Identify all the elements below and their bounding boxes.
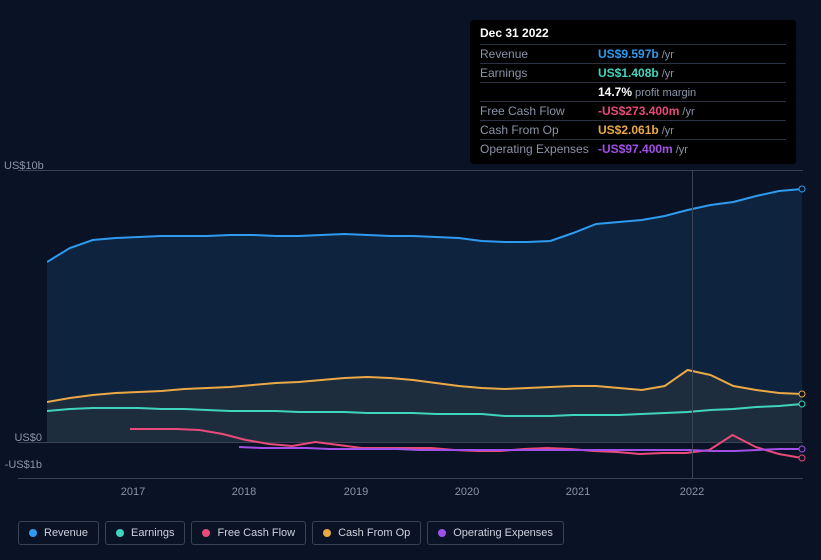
legend-dot-icon [29,529,37,537]
tooltip-metric-suffix: /yr [662,49,674,61]
x-axis-label: 2017 [121,486,145,498]
tooltip-metric-label: Earnings [480,66,598,80]
legend-item-earnings[interactable]: Earnings [105,521,185,545]
legend-dot-icon [116,529,124,537]
legend-dot-icon [438,529,446,537]
financial-chart[interactable] [47,170,802,485]
tooltip-metric-value: US$9.597b [598,47,659,61]
legend-item-operating-expenses[interactable]: Operating Expenses [427,521,564,545]
tooltip-metric-suffix: /yr [662,125,674,137]
x-axis-label: 2020 [455,486,479,498]
legend-dot-icon [202,529,210,537]
tooltip-metric-suffix: profit margin [635,87,696,99]
tooltip-date: Dec 31 2022 [480,26,786,40]
x-axis-label: 2022 [680,486,704,498]
tooltip-metric-label: Operating Expenses [480,142,598,156]
legend-item-free-cash-flow[interactable]: Free Cash Flow [191,521,306,545]
tooltip-metric-label: Free Cash Flow [480,104,598,118]
tooltip-row: Cash From OpUS$2.061b/yr [480,120,786,139]
tooltip-metric-value: -US$273.400m [598,104,679,118]
series-end-dot-opex [799,446,806,453]
y-axis-label: -US$1b [4,459,42,471]
tooltip-metric-value: 14.7% [598,85,632,99]
legend-item-revenue[interactable]: Revenue [18,521,99,545]
legend-label: Revenue [44,527,88,539]
legend-label: Operating Expenses [453,527,553,539]
chart-legend: Revenue Earnings Free Cash Flow Cash From O… [18,521,564,545]
legend-dot-icon [323,529,331,537]
y-axis-label: US$10b [4,160,42,172]
tooltip-metric-label: Cash From Op [480,123,598,137]
tooltip-row: EarningsUS$1.408b/yr [480,63,786,82]
legend-label: Free Cash Flow [217,527,295,539]
x-axis-label: 2021 [566,486,590,498]
tooltip-metric-suffix: /yr [682,106,694,118]
tooltip-metric-value: US$2.061b [598,123,659,137]
series-line-opex [239,447,802,451]
x-axis-label: 2018 [232,486,256,498]
tooltip-row: Operating Expenses-US$97.400m/yr [480,139,786,158]
series-end-dot-earnings [799,401,806,408]
tooltip-row: Free Cash Flow-US$273.400m/yr [480,101,786,120]
tooltip-row: 14.7%profit margin [480,82,786,101]
tooltip-metric-suffix: /yr [676,144,688,156]
legend-label: Earnings [131,527,174,539]
x-axis-label: 2019 [344,486,368,498]
series-end-dot-cashop [799,391,806,398]
y-axis-label: US$0 [4,432,42,444]
legend-item-cash-from-op[interactable]: Cash From Op [312,521,421,545]
tooltip-metric-value: -US$97.400m [598,142,673,156]
tooltip-row: RevenueUS$9.597b/yr [480,44,786,63]
hover-marker-line [692,170,693,478]
chart-tooltip: Dec 31 2022 RevenueUS$9.597b/yrEarningsU… [470,20,796,164]
series-end-dot-revenue [799,186,806,193]
tooltip-metric-suffix: /yr [662,68,674,80]
series-end-dot-fcf [799,455,806,462]
tooltip-metric-label: Revenue [480,47,598,61]
legend-label: Cash From Op [338,527,410,539]
tooltip-metric-value: US$1.408b [598,66,659,80]
